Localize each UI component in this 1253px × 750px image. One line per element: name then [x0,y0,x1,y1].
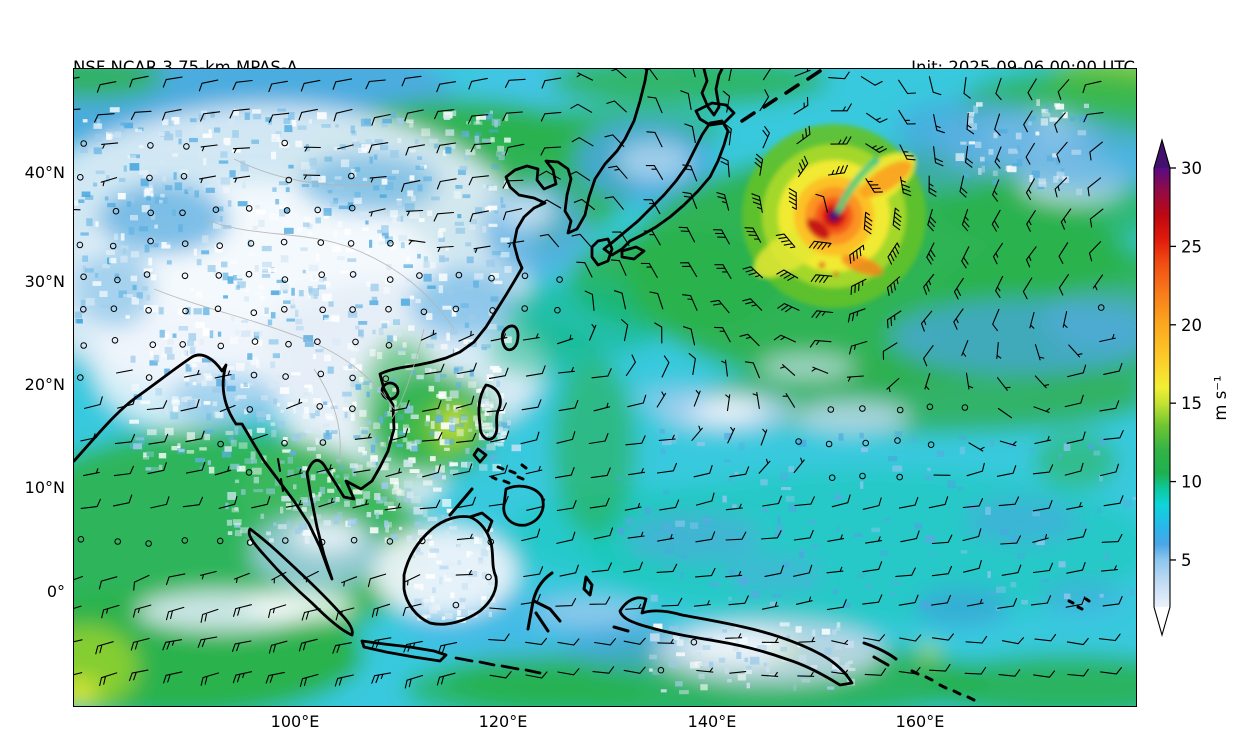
x-tick-100e: 100°E [270,712,320,731]
coast-mindoro [472,447,488,464]
coast-shikoku [620,245,646,261]
coast-borneo [402,511,498,626]
x-tick-160e: 160°E [895,712,945,731]
y-tick-0: 0° [46,582,65,601]
x-tick-140e: 140°E [687,712,737,731]
y-tick-10n: 10°N [24,478,65,497]
coast-visayas [490,463,528,485]
wind-barbs [74,69,1124,689]
colorbar: 5 10 15 20 25 30 m s⁻¹ [1150,130,1250,649]
coast-hokkaido [694,101,736,127]
colorbar-over-arrow [1154,140,1170,168]
coast-luzon [477,383,502,441]
coast-mindanao [502,484,545,527]
coast-new-guinea [618,596,854,687]
admin-boundaries [153,158,455,465]
colorbar-under-arrow [1154,607,1170,635]
map-panel [73,68,1137,707]
calm-wind-circles [76,139,1105,674]
colorbar-outline [1153,137,1171,638]
y-tick-30n: 30°N [24,272,65,291]
coast-palawan [448,487,474,517]
colorbar-tick-label: 20 [1181,316,1202,335]
colorbar-unit-label: m s⁻¹ [1211,375,1230,420]
coast-sumatra [247,527,354,637]
wind-map [74,69,1136,706]
coast-honshu [602,119,730,257]
x-tick-120e: 120°E [478,712,528,731]
colorbar-tick-label: 25 [1181,237,1202,256]
coast-kuril-islands [740,69,822,123]
colorbar-ticks: 5 10 15 20 25 30 [1170,159,1202,570]
y-tick-40n: 40°N [24,163,65,182]
coast-bismarck [862,641,898,667]
colorbar-gradient [1154,168,1170,607]
coast-java [360,639,542,675]
coast-sakhalin [700,69,724,117]
colorbar-tick-label: 5 [1181,551,1192,570]
coast-andaman-islands [277,458,284,492]
colorbar-svg: 5 10 15 20 25 30 m s⁻¹ [1153,137,1230,638]
coast-taiwan [500,324,520,352]
colorbar-tick-label: 15 [1181,394,1202,413]
y-tick-20n: 20°N [24,375,65,394]
coast-halmahera [582,575,630,633]
coast-asia-mainland [74,69,649,581]
typhoon-vortex [742,124,926,308]
colorbar-tick-label: 10 [1181,473,1202,492]
coast-kyushu [590,237,614,267]
coast-solomons [910,597,1091,702]
coast-hainan [380,381,400,401]
colorbar-tick-label: 30 [1181,159,1202,178]
coast-sulawesi [526,571,562,633]
coastlines [74,69,1091,702]
